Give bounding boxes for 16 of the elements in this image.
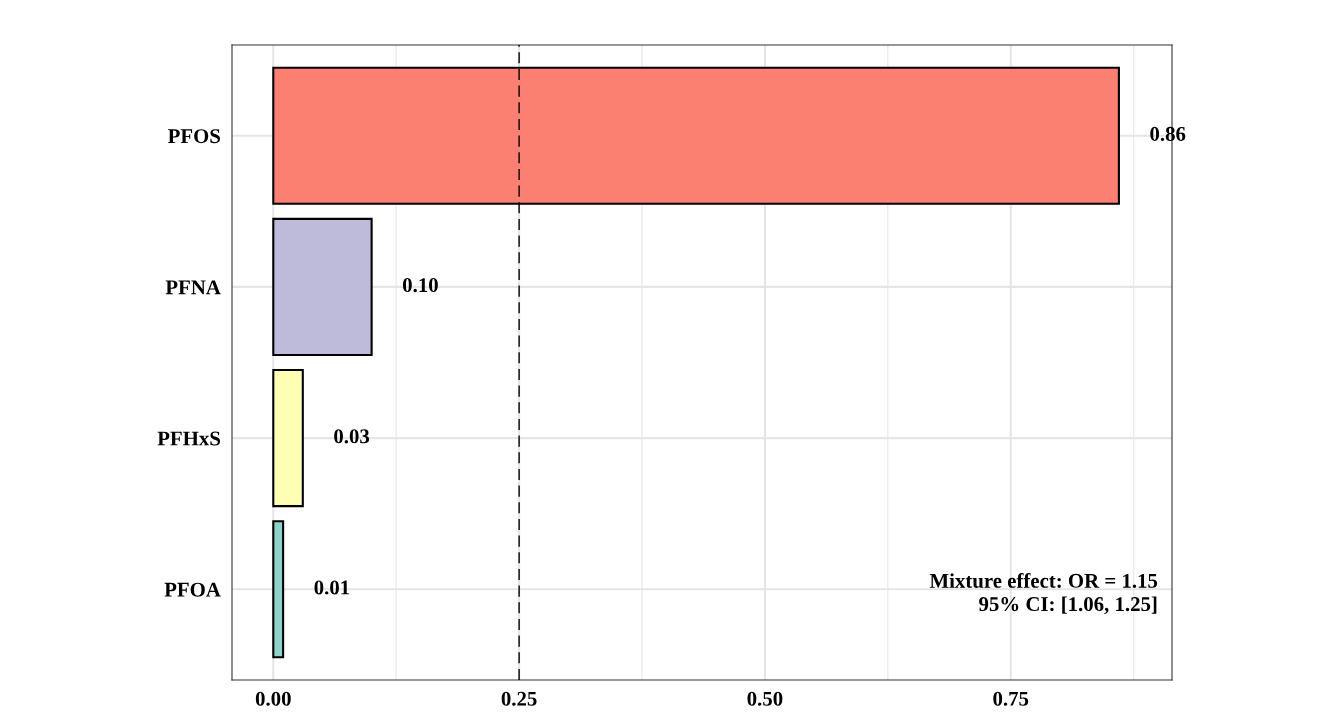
annotation: Mixture effect: OR = 1.15 95% CI: [1.06, 1.25] (929, 573, 1158, 615)
data-label: 0.01 (314, 580, 350, 595)
data-label: 0.10 (402, 278, 438, 293)
y-tick-label: PFHxS (157, 431, 221, 446)
y-tick-label: PFNA (165, 280, 221, 295)
y-tick-label: PFOS (168, 129, 221, 144)
x-tick-label: 0.50 (747, 691, 783, 706)
x-tick-label: 0.00 (255, 691, 291, 706)
bar (272, 369, 304, 508)
data-label: 0.03 (334, 429, 370, 444)
bar (272, 520, 285, 659)
x-tick-label: 0.25 (501, 691, 537, 706)
bar (272, 217, 373, 356)
y-tick-label: PFOA (164, 582, 221, 597)
x-tick-label: 0.75 (993, 691, 1029, 706)
data-label: 0.86 (1150, 126, 1186, 142)
